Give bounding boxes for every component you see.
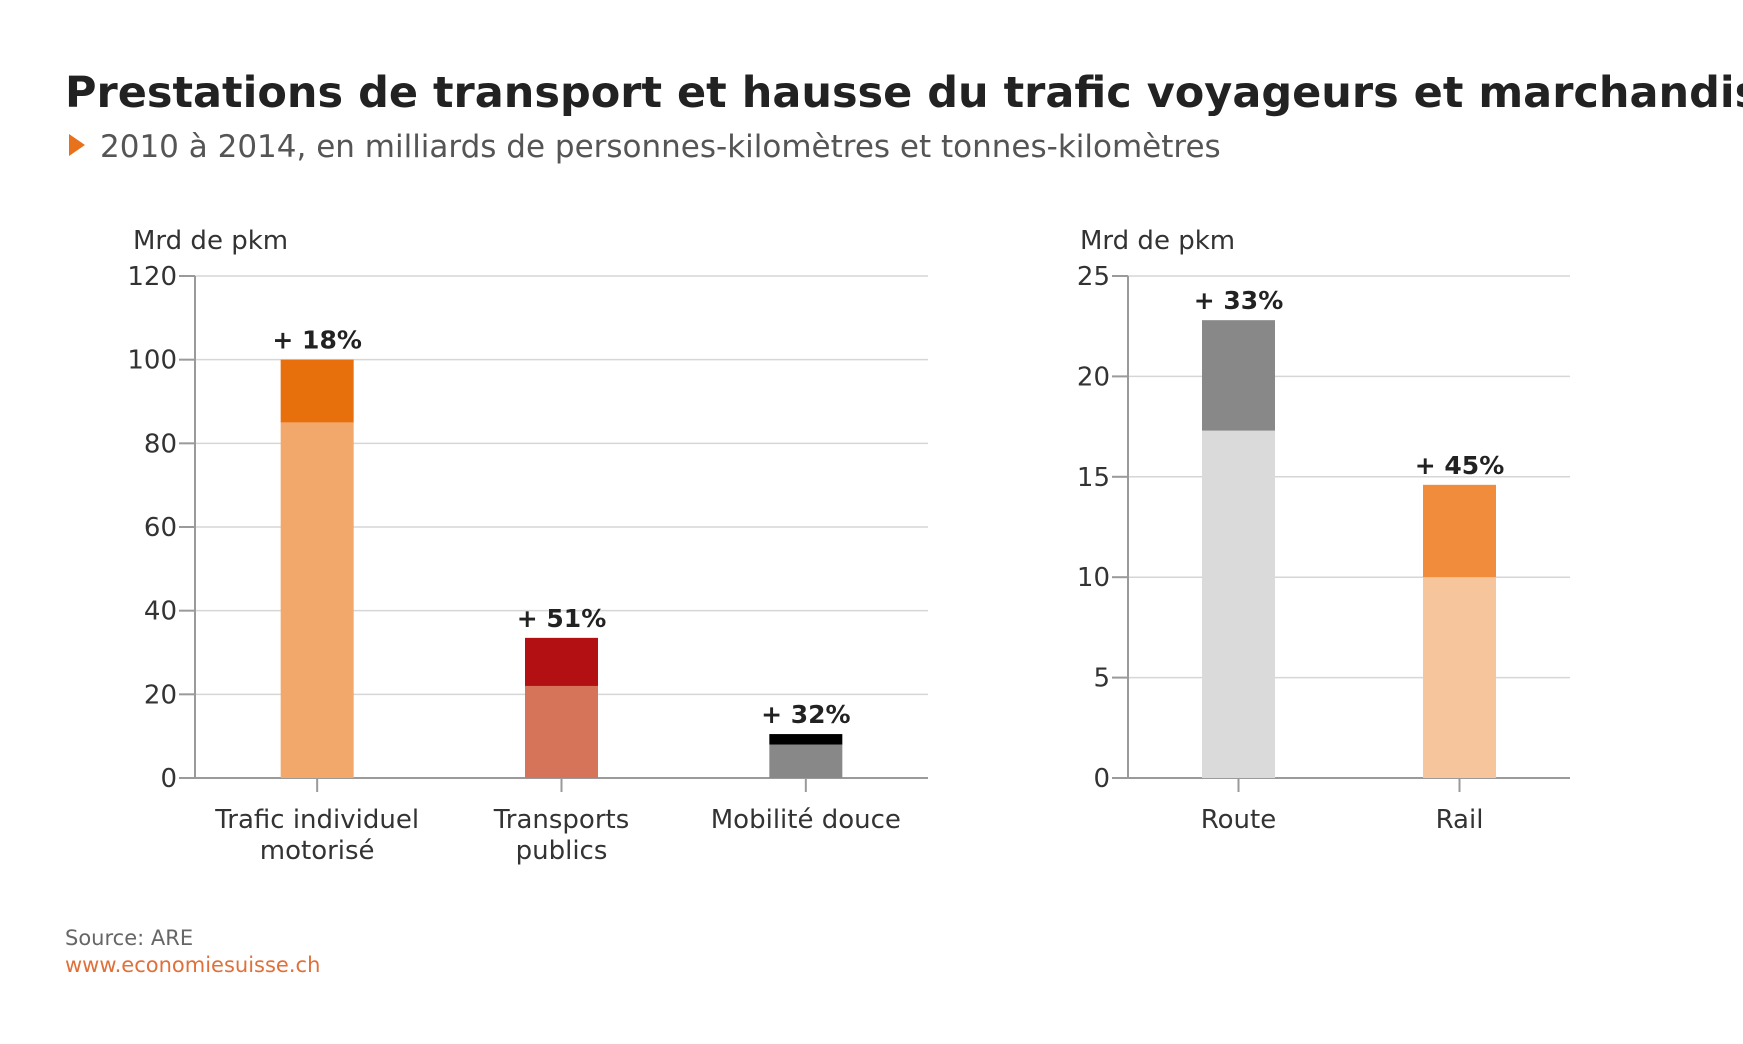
y-tick-label: 80 [144, 429, 177, 459]
y-axis-label: Mrd de pkm [1080, 226, 1235, 256]
source-url-link[interactable]: www.economiesuisse.ch [65, 953, 320, 977]
bar-segment [280, 359, 354, 423]
data-label: + 18% [272, 326, 362, 355]
bar-segment [769, 744, 843, 778]
y-tick-label: 0 [1093, 764, 1110, 794]
bar-segment [280, 422, 354, 778]
source-note: Source: ARE [65, 926, 193, 950]
y-tick-label: 20 [144, 680, 177, 710]
x-tick-label: Transports [493, 805, 630, 835]
y-tick-label: 10 [1077, 563, 1110, 593]
y-tick-label: 40 [144, 597, 177, 627]
x-tick-label: Mobilité douce [711, 805, 901, 835]
bar-segment [525, 637, 598, 686]
y-tick-label: 120 [127, 262, 177, 292]
bar-segment [1423, 577, 1496, 778]
bar-segment [1202, 430, 1275, 778]
data-label: + 51% [517, 604, 607, 633]
y-tick-label: 60 [144, 513, 177, 543]
y-axis-label: Mrd de pkm [133, 226, 288, 256]
data-label: + 33% [1194, 286, 1284, 315]
chart-title: Prestations de transport et hausse du tr… [65, 68, 1743, 118]
chart-panel-passengers: Mrd de pkm 0 20 40 60 80 100 120 + 18% Trafic ind… [127, 226, 928, 866]
y-tick-label: 15 [1077, 463, 1110, 493]
chart-subtitle: 2010 à 2014, en milliards de personnes-k… [100, 129, 1221, 165]
x-tick-label: publics [516, 836, 608, 866]
chart-panel-goods: Mrd de pkm 0 5 10 15 20 25 + 33% Route + 45% Rail [1077, 226, 1570, 835]
x-tick-label: Route [1201, 805, 1276, 835]
y-tick-label: 100 [127, 346, 177, 376]
y-tick-label: 20 [1077, 362, 1110, 392]
x-tick-label: Rail [1436, 805, 1484, 835]
x-tick-label: Trafic individuel [214, 805, 419, 835]
bar-segment [525, 685, 598, 778]
y-tick-label: 25 [1077, 262, 1110, 292]
data-label: + 45% [1415, 451, 1505, 480]
y-tick-label: 5 [1093, 664, 1110, 694]
bar-segment [1423, 484, 1496, 578]
bar-segment [769, 734, 843, 745]
bar-segment [1202, 320, 1275, 431]
data-label: + 32% [761, 700, 851, 729]
y-tick-label: 0 [160, 764, 177, 794]
x-tick-label: motorisé [260, 836, 375, 866]
subtitle-marker-icon [69, 134, 85, 156]
